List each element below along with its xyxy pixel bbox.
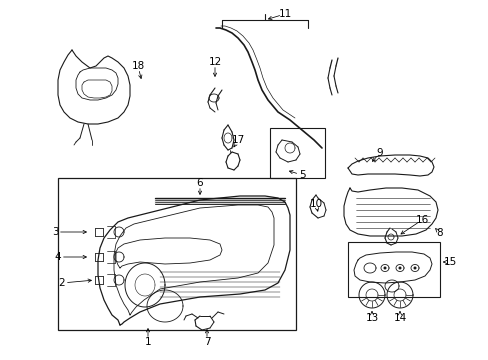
Bar — [58, 178, 295, 330]
Text: 6: 6 — [196, 178, 203, 188]
Text: 7: 7 — [203, 337, 210, 347]
Text: 16: 16 — [414, 215, 428, 225]
Text: 10: 10 — [309, 199, 322, 209]
Bar — [347, 242, 439, 297]
Text: 1: 1 — [144, 337, 151, 347]
Text: 9: 9 — [376, 148, 383, 158]
Text: 18: 18 — [131, 61, 144, 71]
Circle shape — [413, 266, 416, 270]
Circle shape — [383, 266, 386, 270]
Bar — [269, 128, 325, 178]
Text: 4: 4 — [55, 252, 61, 262]
Text: 12: 12 — [208, 57, 221, 67]
Text: 17: 17 — [231, 135, 244, 145]
Text: 11: 11 — [278, 9, 291, 19]
Text: 15: 15 — [443, 257, 456, 267]
Text: 3: 3 — [52, 227, 58, 237]
Text: 8: 8 — [436, 228, 443, 238]
Text: 13: 13 — [365, 313, 378, 323]
Text: 5: 5 — [298, 170, 305, 180]
Text: 2: 2 — [59, 278, 65, 288]
Circle shape — [398, 266, 401, 270]
Text: 14: 14 — [392, 313, 406, 323]
